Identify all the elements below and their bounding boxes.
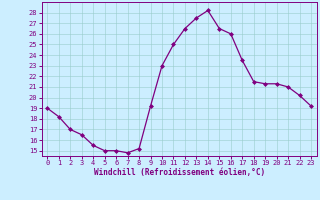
X-axis label: Windchill (Refroidissement éolien,°C): Windchill (Refroidissement éolien,°C) [94, 168, 265, 177]
